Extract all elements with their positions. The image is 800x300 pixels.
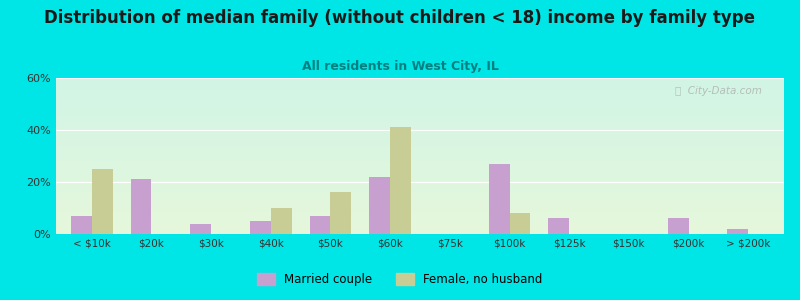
Bar [190, 224, 211, 234]
Bar [92, 169, 113, 234]
Bar [727, 229, 748, 234]
Text: ⓘ  City-Data.com: ⓘ City-Data.com [675, 86, 762, 96]
Bar [330, 192, 351, 234]
Text: Distribution of median family (without children < 18) income by family type: Distribution of median family (without c… [45, 9, 755, 27]
Bar [271, 208, 292, 234]
Bar [489, 164, 510, 234]
Bar [668, 218, 689, 234]
Bar [548, 218, 569, 234]
Bar [510, 213, 530, 234]
Bar [71, 216, 92, 234]
Bar [370, 177, 390, 234]
Legend: Married couple, Female, no husband: Married couple, Female, no husband [253, 268, 547, 291]
Bar [130, 179, 151, 234]
Bar [390, 128, 411, 234]
Text: All residents in West City, IL: All residents in West City, IL [302, 60, 498, 73]
Bar [250, 221, 271, 234]
Bar [310, 216, 330, 234]
